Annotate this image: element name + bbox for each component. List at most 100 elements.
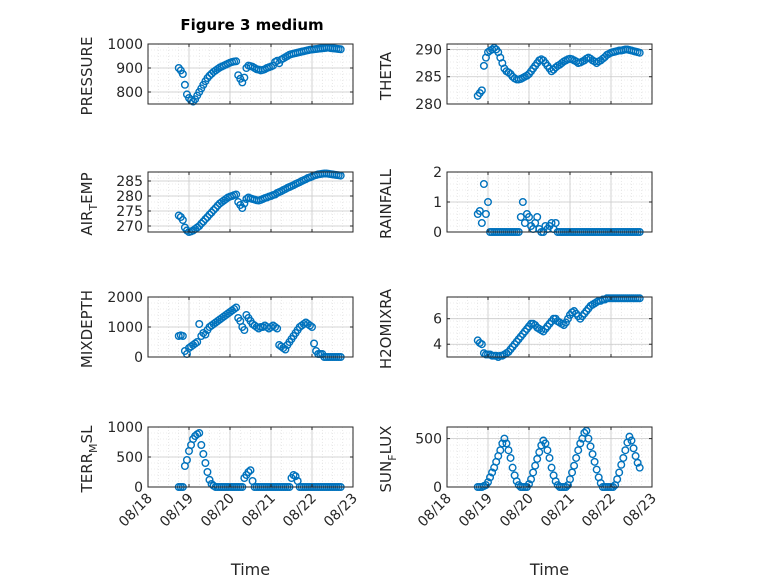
data-point [305,321,314,330]
data-point [490,43,499,52]
data-point [625,432,634,441]
data-point [568,468,577,477]
data-point [545,453,554,462]
y-axis-label: H2OMIXRA [377,288,395,369]
data-point [477,218,486,227]
y-tick-label: 0 [433,480,442,496]
y-tick-label: 0 [134,480,143,496]
data-point [619,453,628,462]
data-point [182,456,191,465]
x-axis-label: Time [230,560,270,579]
data-point [199,450,208,459]
y-tick-label: 1000 [107,420,143,436]
y-axis-label: TERRMSL [78,425,100,494]
subplot-h2omixra: 4 6 H2OMIXRA [377,288,653,369]
data-point [481,209,490,218]
axes-box [147,171,354,233]
y-tick-label: 1000 [107,37,143,53]
data-point [617,460,626,469]
axes-box [446,426,653,488]
data-point [541,439,550,448]
data-point [635,48,644,57]
data-point [477,340,486,349]
subplot-theta: 280 285 290 THETA [377,42,653,113]
data-point [592,465,601,474]
minor-grid [147,43,354,105]
data-point [195,320,204,329]
x-tick-label: 08/19 [157,491,197,531]
data-point [201,330,210,339]
data-point [178,332,187,341]
data-point [271,190,280,199]
x-tick-label: 08/20 [497,491,537,531]
data-point [516,212,525,221]
data-point [238,78,247,87]
y-tick-label: 2 [433,165,442,181]
subplot-pressure: 800 900 1000 PRESSURE [78,37,354,116]
data-point [246,466,255,475]
data-point [291,472,300,481]
y-tick-label: 290 [415,42,442,58]
data-point [590,457,599,466]
data-point [240,73,249,82]
data-series [473,43,644,100]
figure-title: Figure 3 medium [180,16,323,34]
axes-box [446,43,653,105]
y-tick-label: 900 [116,61,143,77]
subplot-rainfall: 0 1 2 RAINFALL [377,165,653,241]
y-tick-label: 285 [116,174,143,190]
y-tick-label: 1000 [107,320,143,336]
data-point [561,318,570,327]
data-point [527,475,536,484]
data-point [178,215,187,224]
y-axis-label: MIXDEPTH [78,290,96,368]
data-point [566,475,575,484]
y-tick-label: 0 [433,225,442,241]
data-point [336,45,345,54]
data-point [563,314,572,323]
y-tick-label: 800 [116,85,143,101]
y-tick-label: 6 [433,312,442,328]
data-point [310,339,319,348]
data-point [475,206,484,215]
data-point [193,338,202,347]
x-axis-label: Time [529,560,569,579]
data-point [281,345,290,354]
data-point [205,210,214,219]
data-point [588,450,597,459]
data-point [195,429,204,438]
y-axis-label: RAINFALL [377,168,395,239]
data-series [174,303,345,362]
data-point [570,461,579,470]
data-point [203,468,212,477]
x-tick-label: 08/18 [116,491,156,531]
data-point [479,179,488,188]
data-point [486,473,495,482]
y-axis-label: PRESSURE [78,37,96,116]
data-point [484,197,493,206]
data-point [273,324,282,333]
data-point [584,434,593,443]
data-point [477,86,486,95]
data-point [627,436,636,445]
y-axis-label: THETA [377,51,395,101]
subplot-sun-flux: 0 500 SUNFLUX 08/18 08/19 08/20 08/21 08/22 08/2… [377,426,660,579]
data-point [580,428,589,437]
y-tick-label: 275 [116,204,143,220]
data-point [488,468,497,477]
data-point [633,458,642,467]
data-point [629,444,638,453]
data-point [525,212,534,221]
data-point [551,477,560,486]
data-point [574,446,583,455]
y-tick-label: 4 [433,337,442,353]
data-point [500,434,509,443]
major-grid [446,297,653,357]
data-point [529,468,538,477]
x-tick-label: 08/23 [321,491,361,531]
data-point [535,448,544,457]
data-point [254,324,263,333]
